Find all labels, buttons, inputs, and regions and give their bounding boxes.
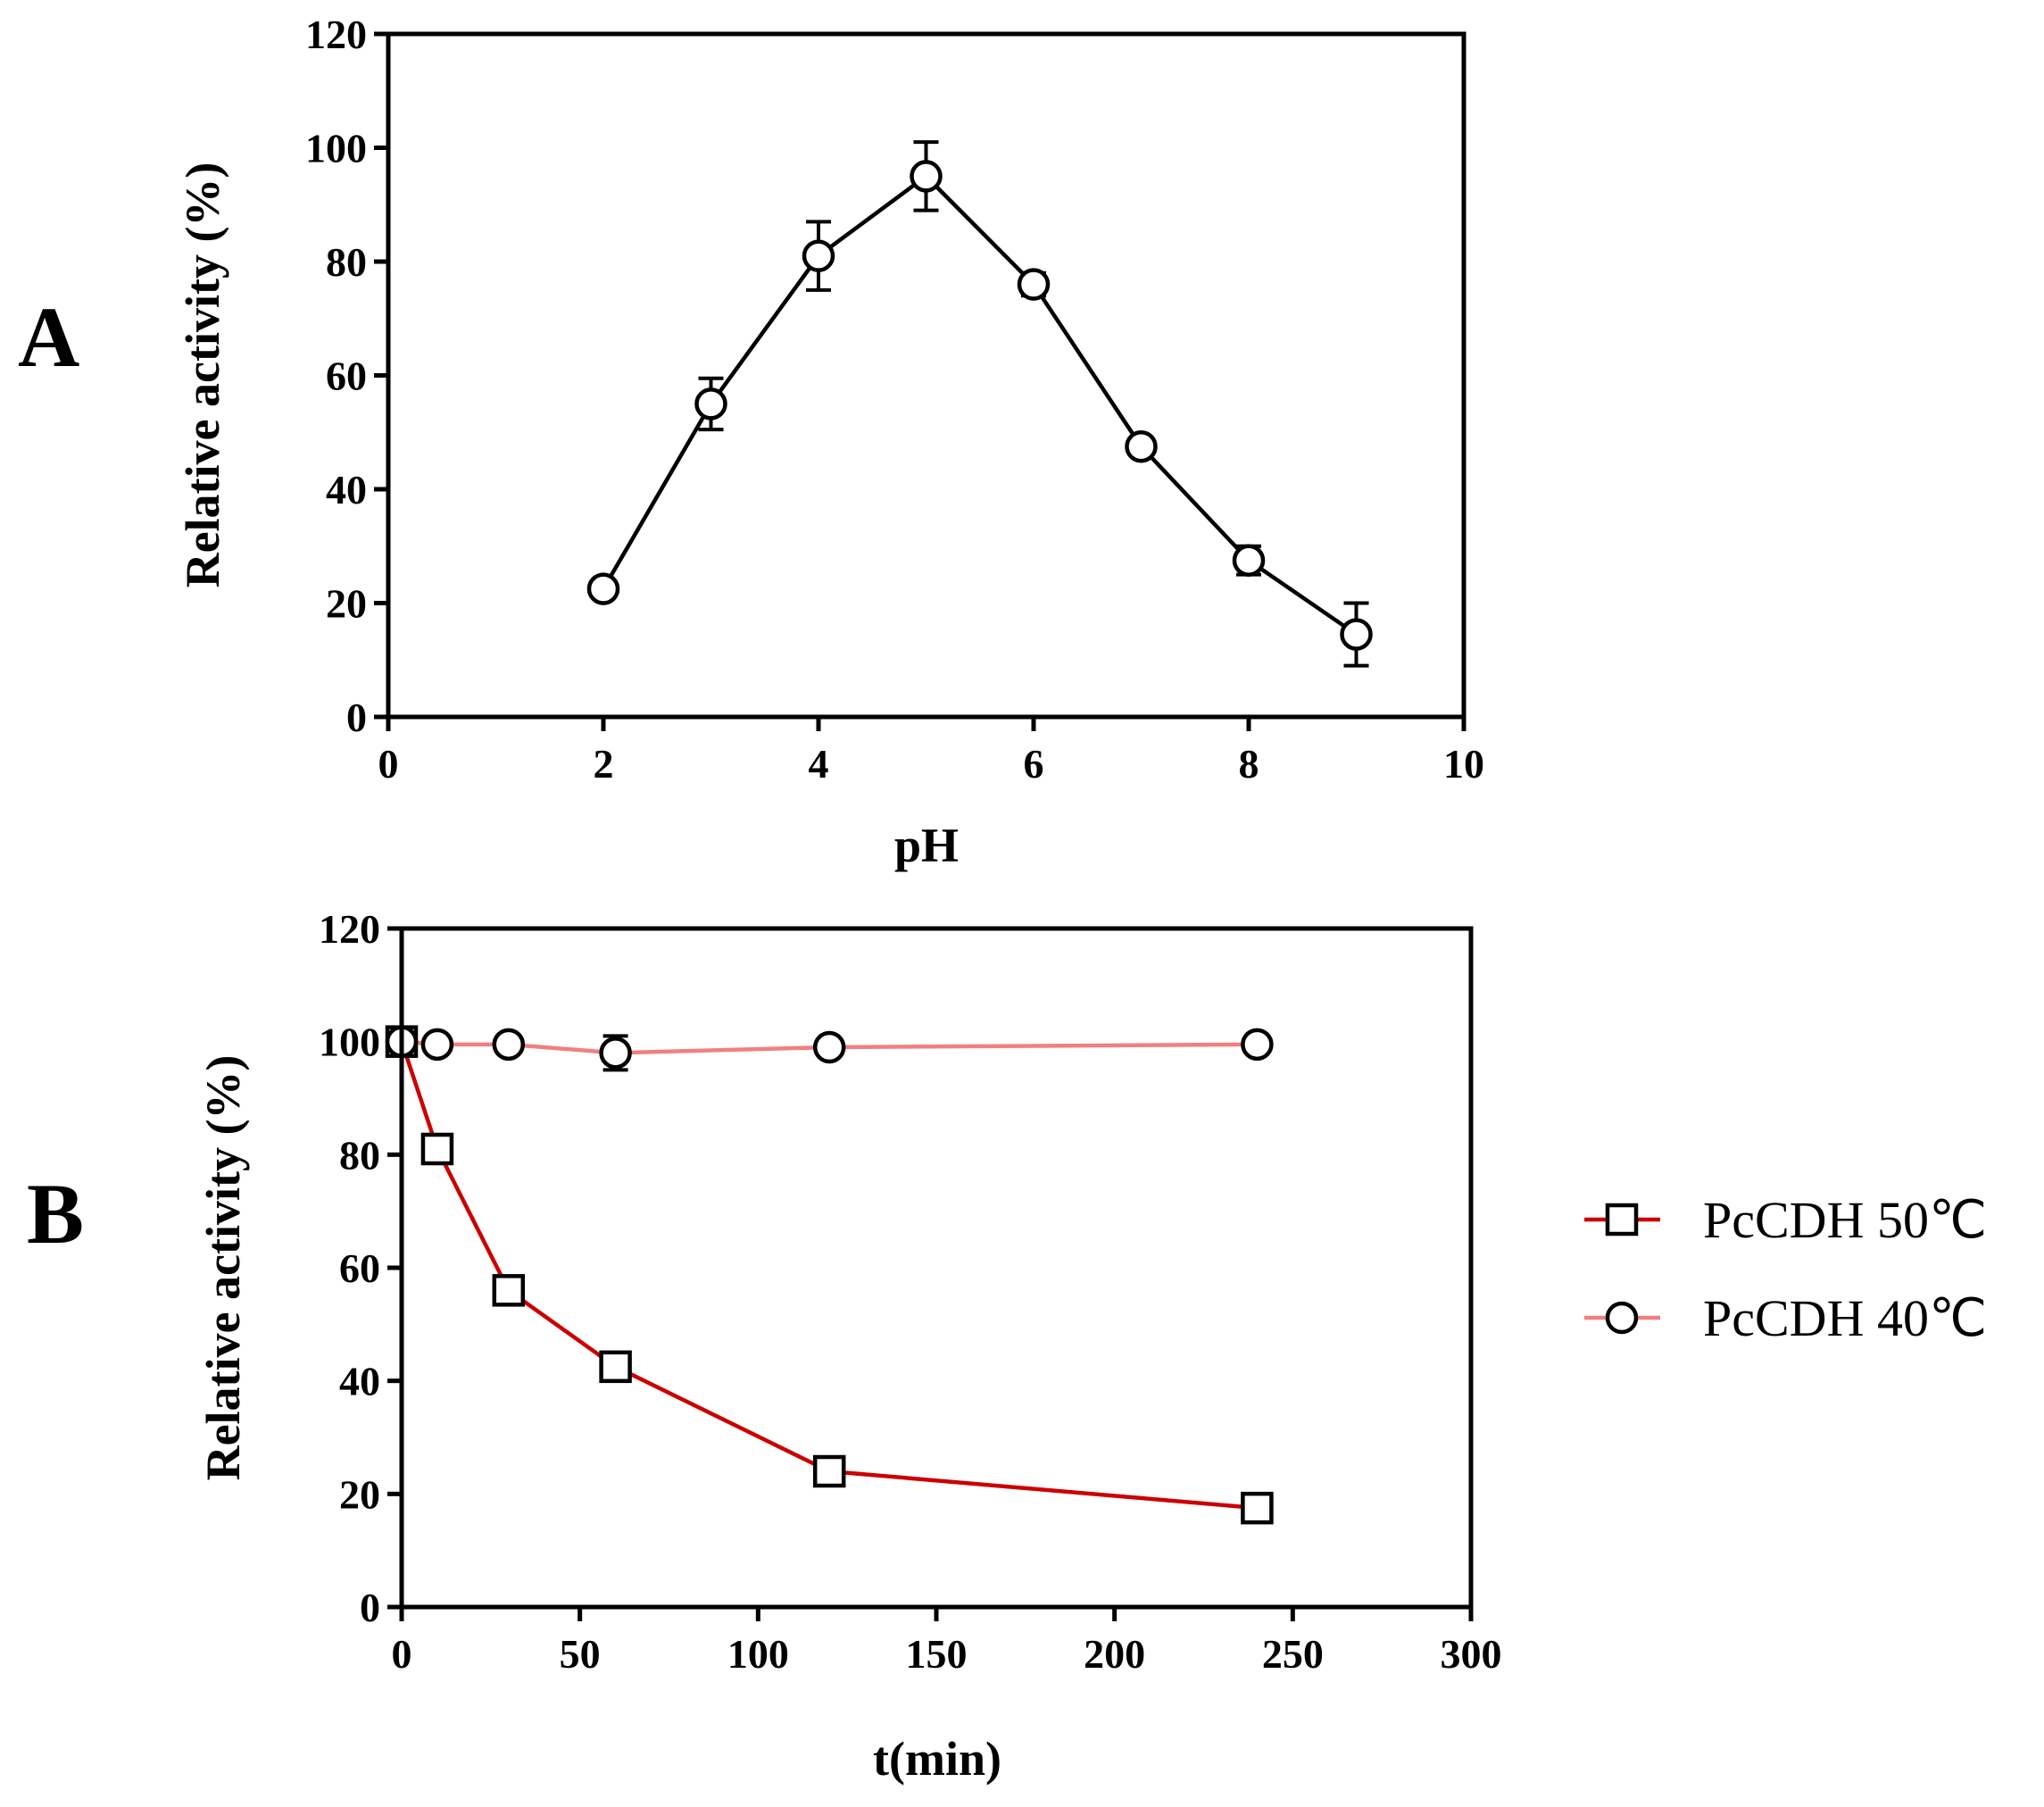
y-tick-label: 40 [326, 467, 367, 512]
legend: PcCDH 50℃ PcCDH 40℃ [1584, 1191, 1987, 1347]
data-point-circle [910, 160, 943, 193]
data-point-square [492, 1274, 526, 1307]
panel-b-x-ticks: 0 50 100 150 200 250 300 [392, 1607, 1502, 1677]
y-tick-label: 100 [305, 126, 367, 171]
panel-b-y-axis-title: Relative activity (%) [196, 1055, 250, 1481]
panel-a: A 0 20 40 60 80 100 120 0 2 4 6 8 10 pH Relative ac… [18, 12, 1484, 872]
data-point-square [420, 1132, 454, 1166]
y-tick-label: 80 [326, 239, 367, 285]
data-point-circle [1232, 544, 1266, 577]
data-point-circle [694, 387, 727, 421]
x-tick-label: 300 [1441, 1631, 1502, 1677]
x-tick-label: 4 [809, 741, 829, 787]
data-point-circle [812, 1030, 846, 1064]
legend-label: PcCDH 50℃ [1703, 1191, 1987, 1249]
y-tick-label: 120 [305, 12, 367, 57]
panel-b-y-ticks: 0 20 40 60 80 100 120 [319, 906, 402, 1630]
x-tick-label: 2 [594, 741, 614, 787]
legend-marker-circle [1605, 1301, 1639, 1335]
data-point-circle [1340, 618, 1373, 651]
x-tick-label: 50 [560, 1631, 601, 1677]
x-tick-label: 10 [1443, 741, 1484, 787]
y-tick-label: 0 [346, 695, 367, 740]
x-tick-label: 250 [1262, 1631, 1324, 1677]
y-tick-label: 80 [339, 1132, 380, 1178]
y-tick-label: 40 [339, 1359, 380, 1404]
data-point-circle [1241, 1028, 1274, 1062]
y-tick-label: 0 [360, 1585, 380, 1630]
panel-a-x-ticks: 0 2 4 6 8 10 [378, 717, 1484, 787]
x-tick-label: 8 [1239, 741, 1259, 787]
data-point-circle [586, 572, 620, 605]
panel-b: B 0 20 40 60 80 100 120 0 50 100 150 200 250 300 t(m… [27, 906, 1987, 1786]
data-point-circle [1017, 268, 1051, 301]
y-tick-label: 60 [326, 354, 367, 399]
x-tick-label: 0 [378, 741, 399, 787]
data-point-circle [802, 239, 835, 272]
panel-a-marks [586, 140, 1373, 668]
panel-b-marks [385, 1025, 1274, 1525]
y-tick-label: 60 [339, 1245, 380, 1291]
legend-marker-square [1605, 1203, 1639, 1237]
data-point-square [1241, 1491, 1274, 1525]
data-point-circle [420, 1028, 454, 1062]
panel-a-x-axis-title: pH [894, 819, 959, 872]
data-point-circle [492, 1028, 526, 1062]
y-tick-label: 20 [326, 581, 367, 627]
panel-b-label: B [27, 1166, 84, 1262]
data-point-square [812, 1454, 846, 1488]
legend-label: PcCDH 40℃ [1703, 1289, 1987, 1347]
data-point-circle [599, 1037, 632, 1070]
y-tick-label: 20 [339, 1471, 380, 1517]
x-tick-label: 100 [727, 1631, 789, 1677]
panel-a-y-ticks: 0 20 40 60 80 100 120 [305, 12, 388, 740]
x-tick-label: 200 [1084, 1631, 1145, 1677]
panel-a-label: A [18, 289, 79, 385]
data-point-circle [1125, 429, 1158, 463]
x-tick-label: 0 [392, 1631, 412, 1677]
data-point-square [599, 1350, 632, 1384]
panel-b-x-axis-title: t(min) [873, 1732, 1001, 1786]
x-tick-label: 6 [1024, 741, 1044, 787]
x-tick-label: 150 [906, 1631, 968, 1677]
y-tick-label: 100 [319, 1020, 380, 1065]
series-line [602, 173, 1358, 637]
y-tick-label: 120 [319, 906, 380, 952]
series-line [399, 1040, 1258, 1511]
panel-b-plot-frame [399, 926, 1474, 1610]
panel-a-y-axis-title: Relative activity (%) [176, 162, 229, 588]
panel-a-plot-frame [386, 31, 1467, 720]
